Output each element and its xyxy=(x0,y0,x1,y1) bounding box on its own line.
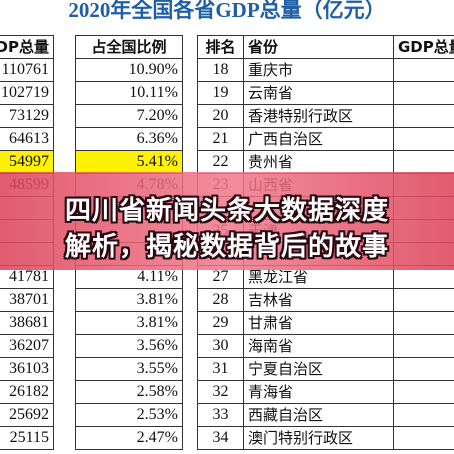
rank-cell: 33 xyxy=(197,403,244,427)
banner: 四川省新闻头条大数据深度 解析，揭秘数据背后的故事 xyxy=(0,172,454,270)
gdp-cell xyxy=(393,426,454,450)
gdp-cell: 54997 xyxy=(0,150,54,174)
rank-cell: 28 xyxy=(197,288,244,312)
rank-cell: 29 xyxy=(197,311,244,335)
gdp-cell: 110761 xyxy=(0,58,54,82)
province-cell: 海南省 xyxy=(243,334,394,358)
gdp-cell: 26182 xyxy=(0,380,54,404)
gdp-cell xyxy=(393,150,454,174)
header-cell: 排名 xyxy=(197,35,244,59)
title: 2020年全国各省GDP总量（亿元） xyxy=(68,0,386,22)
share-cell: 5.41% xyxy=(75,150,183,174)
share-cell: 10.90% xyxy=(75,58,183,82)
gdp-cell: 102719 xyxy=(0,81,54,105)
gdp-cell xyxy=(393,288,454,312)
gdp-cell: 25115 xyxy=(0,426,54,450)
gdp-cell: 38681 xyxy=(0,311,54,335)
share-cell: 3.81% xyxy=(75,311,183,335)
share-cell: 3.56% xyxy=(75,334,183,358)
rank-cell: 21 xyxy=(197,127,244,151)
rank-cell: 32 xyxy=(197,380,244,404)
share-cell: 2.58% xyxy=(75,380,183,404)
gdp-cell xyxy=(393,58,454,82)
banner-line: 四川省新闻头条大数据深度 xyxy=(64,196,389,226)
rank-cell: 30 xyxy=(197,334,244,358)
share-cell: 2.53% xyxy=(75,403,183,427)
gdp-cell xyxy=(393,403,454,427)
gdp-cell: 36103 xyxy=(0,357,54,381)
share-cell: 6.36% xyxy=(75,127,183,151)
header-cell: GDP总量 xyxy=(0,35,54,59)
rank-cell: 34 xyxy=(197,426,244,450)
header-cell: GDP总量 xyxy=(393,35,454,59)
share-cell: 3.81% xyxy=(75,288,183,312)
province-cell: 甘肃省 xyxy=(243,311,394,335)
province-cell: 澳门特别行政区 xyxy=(243,426,394,450)
share-cell: 3.55% xyxy=(75,357,183,381)
gdp-cell xyxy=(393,104,454,128)
province-cell: 重庆市 xyxy=(243,58,394,82)
province-cell: 青海省 xyxy=(243,380,394,404)
rank-cell: 22 xyxy=(197,150,244,174)
rank-cell: 20 xyxy=(197,104,244,128)
province-cell: 贵州省 xyxy=(243,150,394,174)
province-cell: 吉林省 xyxy=(243,288,394,312)
gdp-cell: 38701 xyxy=(0,288,54,312)
province-cell: 西藏自治区 xyxy=(243,403,394,427)
gdp-cell xyxy=(393,81,454,105)
gdp-cell xyxy=(393,311,454,335)
gdp-cell xyxy=(393,357,454,381)
rank-cell: 18 xyxy=(197,58,244,82)
rank-cell: 19 xyxy=(197,81,244,105)
header-cell: 省份 xyxy=(243,35,394,59)
rank-cell: 31 xyxy=(197,357,244,381)
share-cell: 10.11% xyxy=(75,81,183,105)
province-cell: 广西自治区 xyxy=(243,127,394,151)
share-cell: 7.20% xyxy=(75,104,183,128)
province-cell: 香港特别行政区 xyxy=(243,104,394,128)
gdp-cell: 36207 xyxy=(0,334,54,358)
gdp-cell: 64613 xyxy=(0,127,54,151)
gdp-cell xyxy=(393,127,454,151)
share-cell: 2.47% xyxy=(75,426,183,450)
gdp-cell xyxy=(393,334,454,358)
gdp-cell: 73129 xyxy=(0,104,54,128)
province-cell: 宁夏自治区 xyxy=(243,357,394,381)
gdp-cell xyxy=(393,380,454,404)
gdp-cell: 25692 xyxy=(0,403,54,427)
header-cell: 占全国比例 xyxy=(75,35,183,59)
province-cell: 云南省 xyxy=(243,81,394,105)
banner-line: 解析，揭秘数据背后的故事 xyxy=(64,232,389,262)
